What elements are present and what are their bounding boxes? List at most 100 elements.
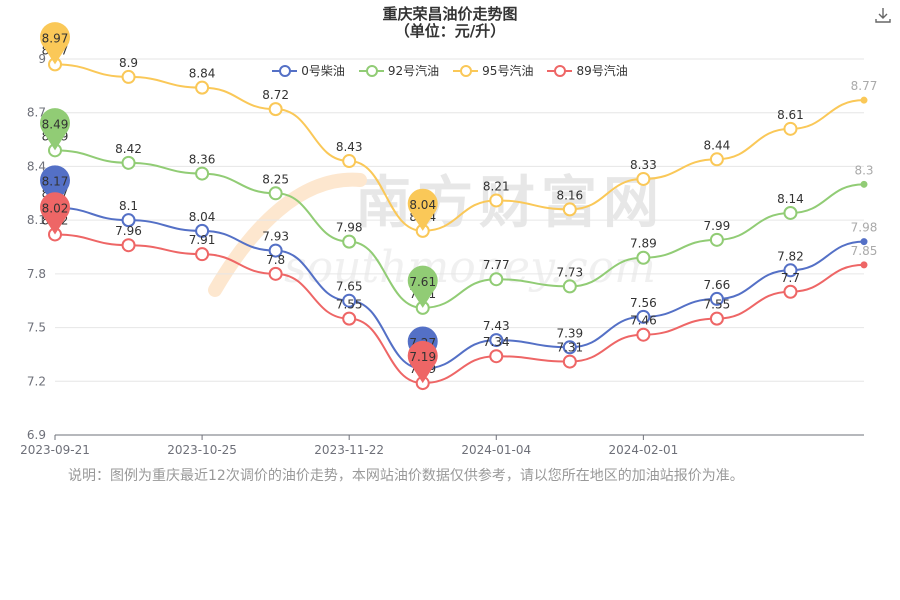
markpoint-pin bbox=[40, 108, 70, 151]
x-tick-label: 2023-10-25 bbox=[167, 443, 237, 457]
markpoint-label: 8.17 bbox=[42, 175, 69, 189]
data-label: 8.43 bbox=[336, 140, 363, 154]
data-label: 7.66 bbox=[704, 278, 731, 292]
data-label: 7.39 bbox=[556, 326, 583, 340]
data-label: 8.72 bbox=[262, 88, 289, 102]
data-point bbox=[195, 166, 210, 181]
markpoint-max: 8.49 bbox=[40, 108, 70, 151]
data-label: 8.61 bbox=[777, 108, 804, 122]
data-label: 8.84 bbox=[189, 67, 216, 81]
data-label: 7.7 bbox=[781, 271, 800, 285]
data-point bbox=[268, 243, 283, 258]
legend-item[interactable]: 92号汽油 bbox=[358, 62, 440, 79]
markpoint-label: 8.49 bbox=[42, 117, 69, 131]
download-icon[interactable] bbox=[874, 6, 892, 24]
data-label: 7.98 bbox=[851, 221, 878, 235]
data-label: 7.91 bbox=[189, 233, 216, 247]
data-point bbox=[342, 293, 357, 308]
y-tick-label: 8.7 bbox=[27, 106, 46, 120]
y-tick-label: 8.1 bbox=[27, 213, 46, 227]
markpoint-pin bbox=[40, 22, 70, 65]
markpoint-label: 7.19 bbox=[409, 350, 436, 364]
data-point bbox=[860, 180, 868, 188]
data-point bbox=[783, 205, 798, 220]
data-label: 7.77 bbox=[483, 258, 510, 272]
data-point bbox=[342, 154, 357, 169]
data-label: 8.42 bbox=[115, 142, 142, 156]
legend-label: 89号汽油 bbox=[576, 64, 628, 78]
y-tick-label: 8.4 bbox=[27, 159, 46, 173]
y-tick-label: 7.5 bbox=[27, 321, 46, 335]
data-label: 8.36 bbox=[189, 153, 216, 167]
x-tick-label: 2024-01-04 bbox=[461, 443, 531, 457]
data-label: 7.96 bbox=[115, 224, 142, 238]
data-label: 7.93 bbox=[262, 230, 289, 244]
data-point bbox=[268, 102, 283, 117]
data-label: 7.43 bbox=[483, 319, 510, 333]
data-label: 8.21 bbox=[483, 179, 510, 193]
data-label: 8.33 bbox=[630, 158, 657, 172]
watermark-sub: southmoney.com bbox=[284, 242, 656, 293]
y-tick-label: 7.2 bbox=[27, 374, 46, 388]
data-point bbox=[121, 238, 136, 253]
markpoint-label: 8.04 bbox=[409, 198, 436, 212]
data-point bbox=[562, 340, 577, 355]
legend-item[interactable]: 0号柴油 bbox=[272, 62, 345, 79]
data-label: 7.55 bbox=[704, 298, 731, 312]
markpoint-pin bbox=[40, 165, 70, 208]
y-tick-label: 9 bbox=[38, 52, 46, 66]
data-point bbox=[709, 311, 724, 326]
data-point bbox=[783, 121, 798, 136]
legend-label: 0号柴油 bbox=[301, 64, 345, 78]
data-point bbox=[562, 354, 577, 369]
chart-title: 重庆荣昌油价走势图 bbox=[382, 5, 518, 23]
data-label: 7.73 bbox=[556, 265, 583, 279]
chart-subtitle: （单位：元/升） bbox=[394, 22, 506, 40]
legend-item[interactable]: 95号汽油 bbox=[453, 62, 533, 79]
data-point bbox=[636, 327, 651, 342]
data-label: 7.34 bbox=[483, 335, 510, 349]
data-point bbox=[562, 279, 577, 294]
data-point bbox=[195, 223, 210, 238]
data-point bbox=[783, 284, 798, 299]
data-point bbox=[489, 349, 504, 364]
data-label: 8.3 bbox=[854, 163, 873, 177]
markpoint-pin bbox=[407, 265, 438, 308]
legend-swatch bbox=[272, 64, 298, 78]
data-point bbox=[562, 202, 577, 217]
legend-label: 92号汽油 bbox=[387, 64, 440, 78]
data-point bbox=[489, 193, 504, 208]
data-label: 8.25 bbox=[262, 172, 289, 186]
data-point bbox=[636, 171, 651, 186]
legend-swatch bbox=[453, 64, 479, 78]
y-tick-label: 6.9 bbox=[27, 428, 46, 442]
data-point bbox=[709, 291, 724, 306]
data-point bbox=[709, 232, 724, 247]
markpoint-label: 7.61 bbox=[409, 275, 436, 289]
y-tick-label: 7.8 bbox=[27, 267, 46, 281]
data-point bbox=[121, 213, 136, 228]
data-label: 7.56 bbox=[630, 296, 657, 310]
markpoint-label: 8.02 bbox=[42, 201, 69, 215]
data-label: 8.16 bbox=[556, 188, 583, 202]
data-label: 7.99 bbox=[704, 219, 731, 233]
legend-label: 95号汽油 bbox=[482, 64, 534, 78]
markpoint-max: 8.02 bbox=[40, 192, 70, 235]
data-label: 8.9 bbox=[119, 56, 138, 70]
markpoint-max: 8.97 bbox=[40, 22, 70, 65]
data-label: 7.98 bbox=[336, 221, 363, 235]
data-point bbox=[860, 96, 868, 104]
data-point bbox=[783, 263, 798, 278]
data-point bbox=[268, 266, 283, 281]
data-point bbox=[342, 311, 357, 326]
legend-item[interactable]: 89号汽油 bbox=[547, 62, 628, 79]
data-point bbox=[121, 155, 136, 170]
legend-swatch bbox=[358, 64, 384, 78]
data-label: 7.46 bbox=[630, 314, 657, 328]
data-point bbox=[268, 186, 283, 201]
data-label: 8.44 bbox=[704, 138, 731, 152]
data-point bbox=[121, 69, 136, 84]
markpoint-max: 8.17 bbox=[40, 165, 70, 208]
watermark-swoosh bbox=[208, 172, 367, 297]
